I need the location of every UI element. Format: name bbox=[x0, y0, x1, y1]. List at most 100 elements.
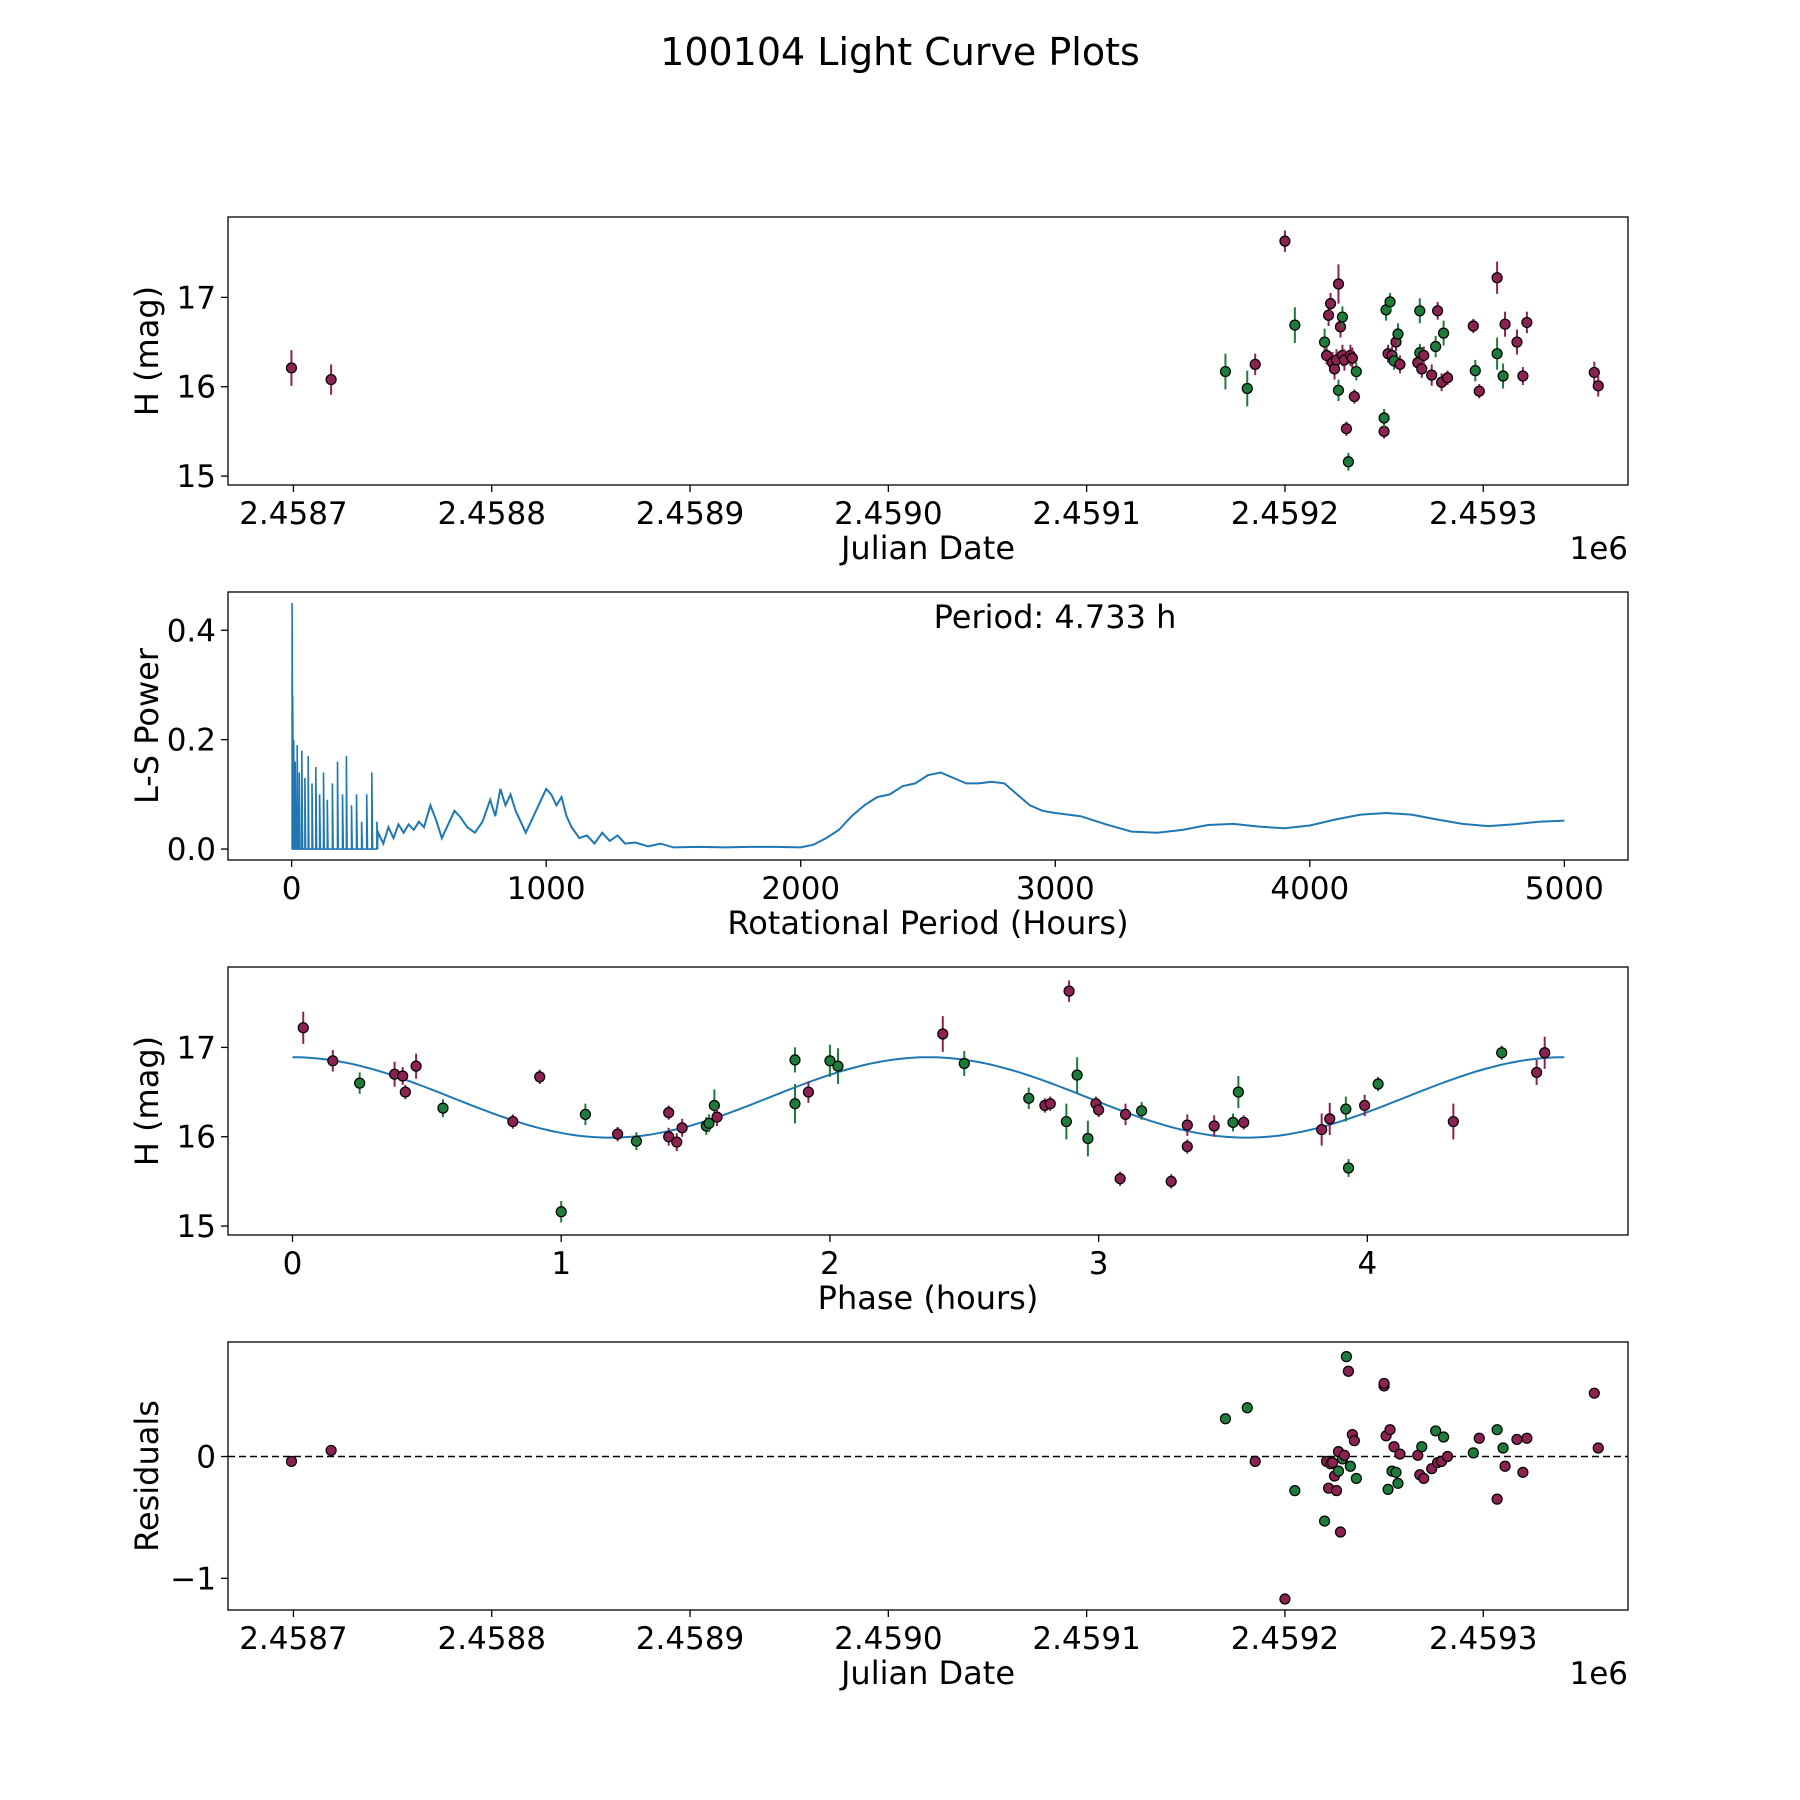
data-point bbox=[1350, 365, 1362, 378]
data-point bbox=[824, 1055, 836, 1067]
data-point bbox=[1241, 382, 1253, 395]
data-point bbox=[1588, 366, 1600, 379]
x-tick-label: 2.4590 bbox=[834, 1621, 942, 1657]
data-point bbox=[1023, 1092, 1035, 1104]
data-point bbox=[1392, 1477, 1404, 1489]
data-point bbox=[1437, 327, 1450, 339]
data-point bbox=[1467, 320, 1479, 332]
data-point bbox=[1060, 1115, 1072, 1128]
data-point bbox=[708, 1099, 720, 1112]
lightcurve-panel: 2.4587 2.4588 2.4589 2.4590 2.4591 2.4592 2.45… bbox=[128, 216, 1629, 567]
data-point bbox=[579, 1108, 591, 1121]
data-point bbox=[1348, 1435, 1360, 1447]
data-point bbox=[1539, 1047, 1551, 1059]
data-point bbox=[1340, 423, 1353, 435]
x-axis-label: Julian Date bbox=[839, 1654, 1015, 1692]
data-point bbox=[1044, 1098, 1056, 1110]
y-axis-label: Residuals bbox=[128, 1400, 166, 1552]
y-axis-label: H (mag) bbox=[128, 1036, 166, 1166]
data-point bbox=[397, 1070, 409, 1082]
data-point bbox=[1394, 1448, 1406, 1460]
x-tick-label: 3000 bbox=[1016, 871, 1095, 907]
data-point bbox=[1430, 340, 1442, 353]
data-point bbox=[1384, 1424, 1396, 1436]
x-tick-label: 2000 bbox=[761, 871, 840, 907]
x-tick-label: 2.4592 bbox=[1231, 1621, 1339, 1657]
x-tick-label: 2 bbox=[820, 1246, 840, 1282]
data-point bbox=[1082, 1132, 1094, 1145]
data-point bbox=[1517, 370, 1529, 382]
data-point bbox=[1165, 1175, 1177, 1188]
data-point bbox=[1071, 1069, 1083, 1081]
data-point bbox=[663, 1131, 675, 1143]
y-tick-label: 17 bbox=[177, 1030, 216, 1066]
periodogram-spikes bbox=[291, 602, 379, 850]
data-point bbox=[1390, 1466, 1402, 1478]
data-point bbox=[789, 1054, 801, 1066]
periodogram-line bbox=[375, 771, 1565, 849]
y-axis-label: L-S Power bbox=[128, 647, 166, 804]
axes-frame bbox=[227, 216, 1629, 486]
data-point bbox=[1114, 1173, 1126, 1185]
data-point bbox=[1430, 1425, 1442, 1437]
data-point bbox=[555, 1206, 567, 1218]
y-tick-label: 0 bbox=[196, 1440, 216, 1476]
data-point bbox=[1491, 272, 1503, 284]
data-point bbox=[1319, 336, 1331, 348]
data-point bbox=[507, 1115, 519, 1128]
y-tick-label: 15 bbox=[177, 1209, 216, 1245]
x-tick-label: 2.4587 bbox=[239, 496, 347, 532]
data-point bbox=[1338, 1449, 1351, 1461]
x-tick-label: 4000 bbox=[1270, 871, 1349, 907]
data-point bbox=[1289, 319, 1301, 331]
axes-frame bbox=[227, 591, 1629, 861]
data-point bbox=[1340, 1103, 1352, 1115]
data-point bbox=[1497, 370, 1509, 382]
data-point bbox=[1342, 1162, 1355, 1174]
data-point bbox=[1322, 309, 1335, 321]
data-point bbox=[1334, 321, 1347, 333]
data-point bbox=[1499, 1460, 1511, 1472]
data-point bbox=[789, 1098, 801, 1110]
data-point bbox=[1181, 1140, 1193, 1153]
plot-area bbox=[292, 980, 1565, 1223]
data-point bbox=[1332, 1465, 1345, 1477]
period-annotation: Period: 4.733 h bbox=[934, 598, 1177, 636]
data-point bbox=[1473, 1432, 1485, 1444]
data-point bbox=[1324, 298, 1337, 310]
data-point bbox=[1517, 1466, 1529, 1478]
data-point bbox=[1496, 1047, 1508, 1059]
y-tick-label: −1 bbox=[170, 1561, 216, 1597]
data-point bbox=[1328, 363, 1341, 375]
data-point bbox=[1491, 1424, 1503, 1436]
x-axis-label: Rotational Period (Hours) bbox=[727, 904, 1128, 942]
data-point bbox=[1414, 305, 1426, 317]
x-tick-label: 2.4592 bbox=[1231, 496, 1339, 532]
data-point bbox=[1344, 1460, 1356, 1472]
data-point bbox=[1511, 336, 1523, 348]
y-tick-label: 0.0 bbox=[167, 832, 216, 868]
y-tick-label: 15 bbox=[177, 459, 216, 495]
data-point bbox=[676, 1122, 688, 1134]
data-point bbox=[1279, 235, 1291, 247]
data-point bbox=[285, 1455, 298, 1467]
periodogram-panel: 0 1000 2000 3000 4000 5000 0.0 0.2 0.4 Rotational… bbox=[128, 591, 1629, 942]
data-point bbox=[1416, 1441, 1428, 1453]
data-point bbox=[285, 362, 298, 374]
data-point bbox=[1319, 1515, 1331, 1527]
data-point bbox=[1063, 985, 1075, 997]
plot-area bbox=[228, 1351, 1628, 1605]
model-fit-curve bbox=[292, 1056, 1565, 1139]
y-axis-label: H (mag) bbox=[128, 286, 166, 416]
data-point bbox=[1588, 1387, 1600, 1399]
figure-title: 100104 Light Curve Plots bbox=[660, 30, 1140, 74]
data-point bbox=[1467, 1447, 1479, 1459]
x-tick-label: 2.4589 bbox=[636, 496, 744, 532]
data-point bbox=[1521, 1432, 1533, 1444]
data-point bbox=[1332, 384, 1345, 396]
data-point bbox=[1497, 1442, 1509, 1454]
data-point bbox=[1382, 1483, 1394, 1496]
data-point bbox=[1359, 1099, 1371, 1112]
x-tick-label: 1000 bbox=[507, 871, 586, 907]
data-point bbox=[410, 1060, 422, 1072]
